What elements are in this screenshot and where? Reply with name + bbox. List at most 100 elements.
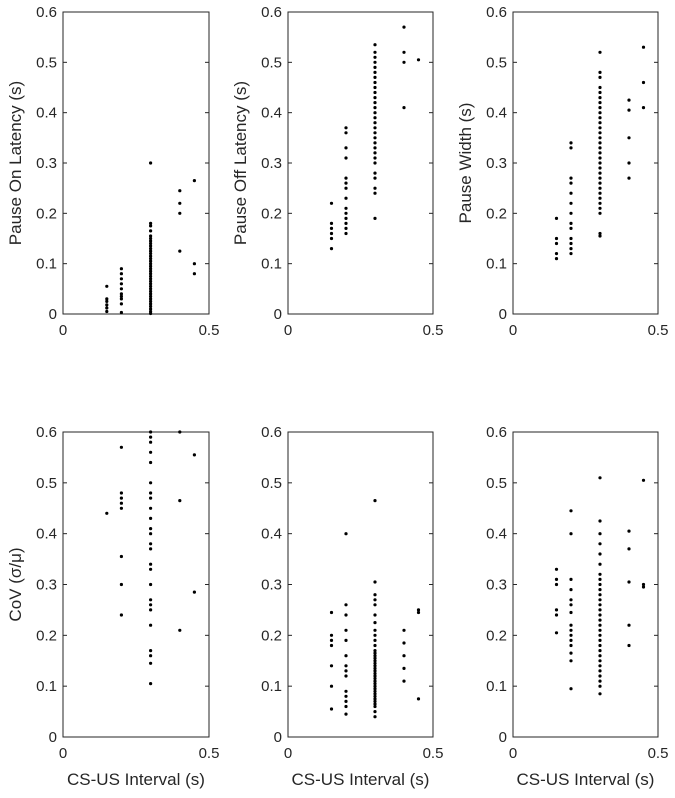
axes-box — [62, 11, 210, 315]
data-point — [598, 131, 602, 135]
x-tick-label: 0 — [509, 745, 517, 762]
data-point — [627, 547, 631, 551]
x-tick-label: 0.5 — [199, 745, 220, 762]
data-point — [149, 649, 153, 653]
data-point — [149, 224, 153, 228]
data-point — [554, 252, 559, 256]
data-point — [329, 221, 334, 225]
data-point — [598, 186, 602, 190]
data-point — [598, 598, 602, 602]
data-point — [329, 633, 334, 637]
x-tick-label: 0.5 — [423, 745, 444, 762]
data-point — [569, 201, 573, 205]
data-point — [344, 712, 348, 716]
data-point — [569, 643, 573, 648]
data-point — [598, 70, 602, 74]
data-point — [598, 90, 602, 95]
data-point — [373, 126, 377, 130]
data-point — [598, 669, 602, 673]
data-point — [119, 582, 123, 587]
data-point — [402, 60, 406, 64]
data-point — [402, 628, 406, 632]
data-point — [149, 309, 153, 314]
data-point — [373, 186, 377, 190]
data-point — [598, 582, 602, 587]
data-point — [569, 176, 573, 180]
axes-box — [287, 11, 434, 315]
data-point — [373, 65, 377, 69]
data-point — [598, 146, 602, 150]
data-point — [149, 440, 153, 444]
data-point — [373, 715, 377, 719]
data-point — [627, 529, 631, 533]
y-tick-label: 0.4 — [261, 526, 282, 543]
y-tick-label: 0.4 — [261, 105, 282, 122]
y-tick-label: 0.3 — [486, 577, 507, 594]
data-point — [598, 618, 602, 622]
data-point — [641, 80, 646, 85]
data-point — [329, 231, 334, 236]
data-point — [598, 126, 602, 130]
data-point — [373, 661, 377, 665]
data-point — [119, 282, 123, 286]
y-axis-label: CoV (σ/μ) — [6, 547, 25, 621]
data-point — [192, 590, 196, 594]
data-point — [192, 262, 196, 266]
data-point — [373, 80, 377, 85]
data-point — [344, 628, 348, 632]
data-point — [119, 267, 123, 271]
data-point — [119, 445, 123, 449]
data-point — [149, 244, 153, 248]
data-point — [149, 491, 153, 495]
y-tick-label: 0.2 — [36, 205, 57, 222]
data-point — [149, 241, 153, 246]
data-point — [569, 191, 573, 195]
data-point — [569, 221, 573, 225]
subplot-1: 0 0.1 0.2 0.3 0.4 0.5 0.6 0 0.5 Pause On Latency … — [6, 4, 219, 339]
data-point — [373, 106, 377, 110]
data-point — [149, 302, 153, 306]
data-point — [344, 231, 348, 236]
data-point — [373, 101, 377, 105]
data-point — [598, 519, 602, 523]
data-point — [373, 116, 377, 120]
axes-box — [62, 431, 210, 738]
data-point — [373, 43, 377, 47]
y-tick-label: 0.1 — [36, 678, 57, 695]
data-point — [149, 236, 153, 241]
data-point — [554, 613, 559, 617]
y-tick-label: 0 — [274, 306, 282, 323]
x-tick-label: 0.5 — [423, 322, 444, 339]
data-point — [569, 687, 573, 691]
y-tick-label: 0.5 — [486, 475, 507, 492]
data-point — [598, 588, 602, 592]
data-point — [569, 588, 573, 592]
data-point — [598, 161, 602, 165]
data-point — [373, 146, 377, 150]
data-point — [598, 151, 602, 155]
data-point — [569, 603, 573, 607]
data-point — [344, 613, 348, 617]
data-point — [402, 25, 406, 29]
data-point — [569, 509, 573, 513]
data-point — [554, 582, 559, 587]
data-point — [178, 249, 182, 253]
data-point — [119, 310, 123, 315]
data-point — [373, 85, 377, 90]
data-point — [598, 211, 602, 215]
data-point — [344, 638, 348, 643]
data-point — [598, 552, 602, 556]
data-point — [149, 542, 153, 546]
y-tick-label: 0 — [49, 729, 57, 746]
data-point — [627, 136, 631, 140]
data-point — [329, 638, 334, 643]
data-point — [373, 664, 377, 668]
data-point — [373, 633, 377, 637]
subplot-5: 0 0.1 0.2 0.3 0.4 0.5 0.6 0 0.5 CS-US Interval (s… — [261, 424, 443, 789]
data-point — [344, 196, 348, 200]
x-tick-label: 0 — [59, 745, 67, 762]
data-point — [149, 221, 153, 225]
data-point — [598, 633, 602, 637]
data-point — [373, 156, 377, 160]
data-point — [598, 659, 602, 663]
